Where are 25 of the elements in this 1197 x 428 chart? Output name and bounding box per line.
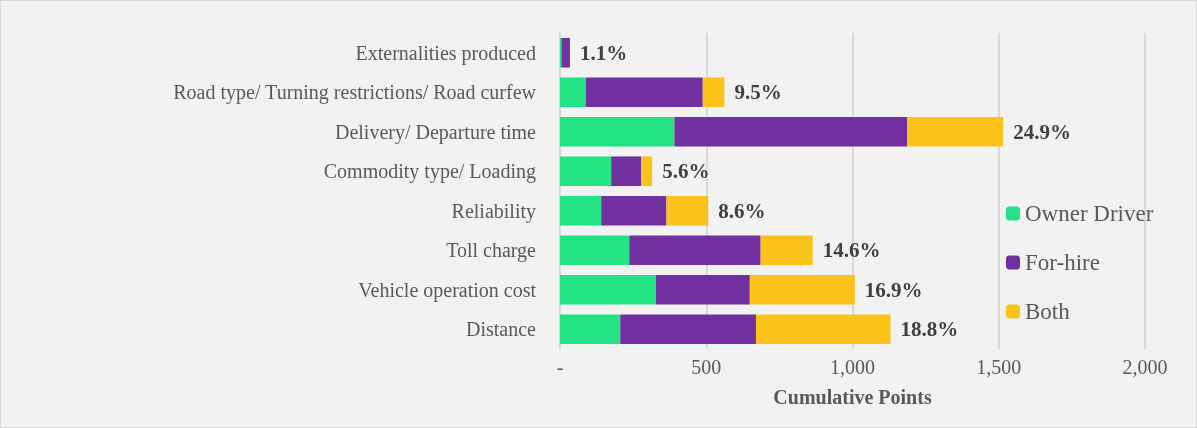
y-tick-label: Toll charge [446, 239, 537, 263]
legend-label: For-hire [1025, 250, 1100, 275]
y-tick-label: Delivery/ Departure time [334, 120, 537, 144]
annotation: 1.1% [579, 40, 628, 65]
annotation: 16.9% [864, 277, 923, 302]
y-tick-label: Commodity type/ Loading [323, 160, 536, 184]
x-tick-label: 500 [691, 356, 722, 378]
annotation: 8.6% [718, 198, 766, 223]
x-axis-title: Cumulative Points [773, 386, 932, 408]
y-tick-label: Reliability [451, 199, 536, 223]
legend-label: Owner Driver [1025, 201, 1154, 226]
annotation: 18.8% [900, 317, 959, 342]
annotation: 24.9% [1013, 119, 1071, 144]
x-tick-label: 1,500 [976, 356, 1022, 378]
annotation: 5.6% [662, 159, 710, 184]
x-tick-label: 2,000 [1122, 356, 1168, 378]
y-tick-label: Externalities produced [355, 41, 536, 65]
y-tick-label: Distance [466, 318, 537, 341]
y-tick-label: Vehicle operation cost [358, 278, 537, 302]
x-tick-label: - [556, 356, 564, 378]
annotation: 9.5% [734, 80, 782, 105]
legend-label: Both [1025, 299, 1071, 324]
y-tick-label: Road type/ Turning restrictions/ Road curfew [173, 81, 537, 105]
x-tick-label: 1,000 [830, 356, 875, 378]
annotation: 14.6% [822, 238, 881, 263]
